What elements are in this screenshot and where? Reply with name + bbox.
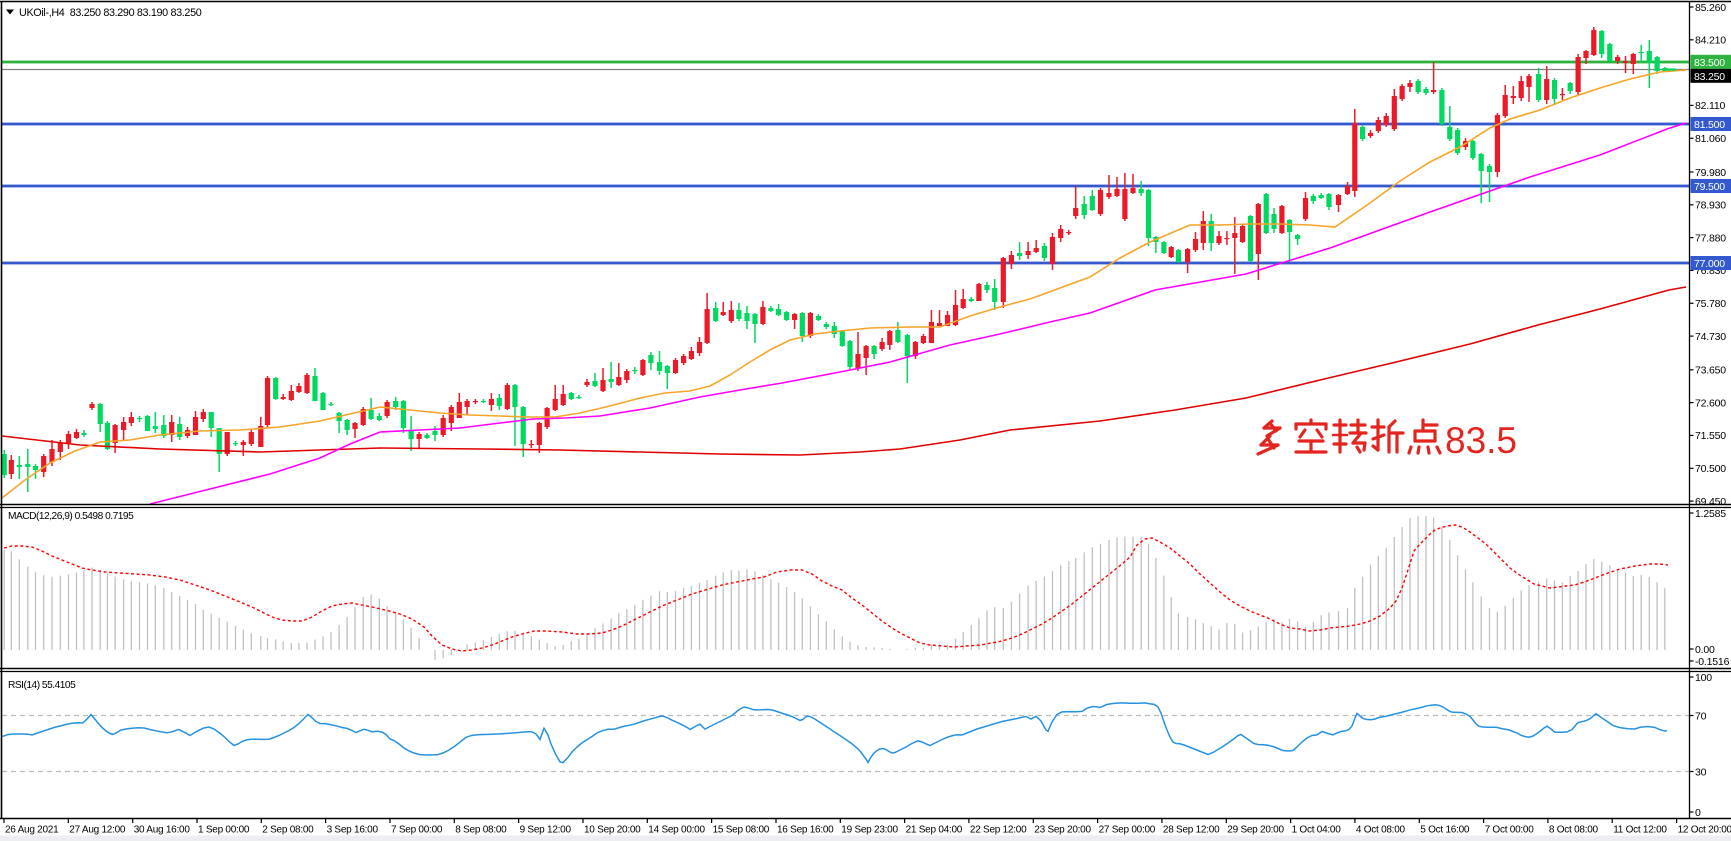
svg-text:15 Sep 08:00: 15 Sep 08:00 <box>713 825 770 836</box>
svg-text:1 Sep 00:00: 1 Sep 00:00 <box>198 825 250 836</box>
svg-text:79.500: 79.500 <box>1694 181 1725 193</box>
svg-text:RSI(14) 55.4105: RSI(14) 55.4105 <box>8 680 76 691</box>
svg-text:30: 30 <box>1695 766 1707 778</box>
svg-text:1 Oct 04:00: 1 Oct 04:00 <box>1292 825 1342 836</box>
svg-text:30 Aug 16:00: 30 Aug 16:00 <box>134 825 191 836</box>
svg-text:10 Sep 20:00: 10 Sep 20:00 <box>584 825 641 836</box>
svg-text:27 Aug 12:00: 27 Aug 12:00 <box>69 825 126 836</box>
svg-text:12 Oct 20:00: 12 Oct 20:00 <box>1678 825 1731 836</box>
svg-text:7 Sep 00:00: 7 Sep 00:00 <box>391 825 443 836</box>
svg-text:73.650: 73.650 <box>1695 365 1726 377</box>
svg-text:77.880: 77.880 <box>1695 232 1726 244</box>
svg-text:3 Sep 16:00: 3 Sep 16:00 <box>327 825 379 836</box>
svg-text:77.000: 77.000 <box>1694 258 1725 270</box>
svg-text:100: 100 <box>1695 672 1712 684</box>
svg-text:2 Sep 08:00: 2 Sep 08:00 <box>262 825 314 836</box>
svg-text:9 Sep 12:00: 9 Sep 12:00 <box>520 825 572 836</box>
svg-text:0: 0 <box>1695 807 1701 819</box>
svg-text:8 Sep 08:00: 8 Sep 08:00 <box>455 825 507 836</box>
svg-text:16 Sep 16:00: 16 Sep 16:00 <box>777 825 834 836</box>
svg-text:21 Sep 04:00: 21 Sep 04:00 <box>906 825 963 836</box>
svg-text:0.00: 0.00 <box>1695 644 1715 656</box>
svg-text:81.060: 81.060 <box>1695 133 1726 145</box>
svg-text:78.930: 78.930 <box>1695 200 1726 212</box>
svg-text:70.500: 70.500 <box>1695 463 1726 475</box>
svg-text:74.730: 74.730 <box>1695 331 1726 343</box>
svg-text:22 Sep 12:00: 22 Sep 12:00 <box>970 825 1027 836</box>
svg-text:81.500: 81.500 <box>1694 119 1725 131</box>
svg-text:85.260: 85.260 <box>1695 2 1726 14</box>
svg-text:83.500: 83.500 <box>1694 57 1725 69</box>
svg-text:70: 70 <box>1695 710 1707 722</box>
svg-text:1.2585: 1.2585 <box>1695 508 1726 520</box>
svg-text:14 Sep 00:00: 14 Sep 00:00 <box>648 825 705 836</box>
svg-text:69.450: 69.450 <box>1695 496 1726 508</box>
svg-text:82.110: 82.110 <box>1695 100 1725 112</box>
svg-text:MACD(12,26,9) 0.5498 0.7195: MACD(12,26,9) 0.5498 0.7195 <box>8 511 134 522</box>
svg-text:71.550: 71.550 <box>1695 430 1726 442</box>
svg-text:19 Sep 23:00: 19 Sep 23:00 <box>841 825 898 836</box>
svg-text:5 Oct 16:00: 5 Oct 16:00 <box>1420 825 1470 836</box>
svg-text:8 Oct 08:00: 8 Oct 08:00 <box>1549 825 1599 836</box>
svg-text:79.980: 79.980 <box>1695 167 1726 179</box>
svg-text:26 Aug 2021: 26 Aug 2021 <box>5 825 59 836</box>
svg-text:23 Sep 20:00: 23 Sep 20:00 <box>1034 825 1091 836</box>
svg-text:UKOil-,H4 83.250 83.290 83.19: UKOil-,H4 83.250 83.290 83.190 83.250 <box>19 7 202 19</box>
svg-text:27 Sep 00:00: 27 Sep 00:00 <box>1099 825 1156 836</box>
svg-text:4 Oct 08:00: 4 Oct 08:00 <box>1356 825 1406 836</box>
svg-text:11 Oct 12:00: 11 Oct 12:00 <box>1613 825 1667 836</box>
svg-text:75.780: 75.780 <box>1695 298 1726 310</box>
svg-text:84.210: 84.210 <box>1695 35 1726 47</box>
svg-text:29 Sep 20:00: 29 Sep 20:00 <box>1227 825 1284 836</box>
svg-text:28 Sep 12:00: 28 Sep 12:00 <box>1163 825 1220 836</box>
svg-text:72.600: 72.600 <box>1695 397 1726 409</box>
svg-text:7 Oct 00:00: 7 Oct 00:00 <box>1485 825 1535 836</box>
svg-text:-0.1516: -0.1516 <box>1695 656 1730 668</box>
svg-text:83.250: 83.250 <box>1694 71 1725 83</box>
svg-text:83.5: 83.5 <box>1445 420 1517 461</box>
